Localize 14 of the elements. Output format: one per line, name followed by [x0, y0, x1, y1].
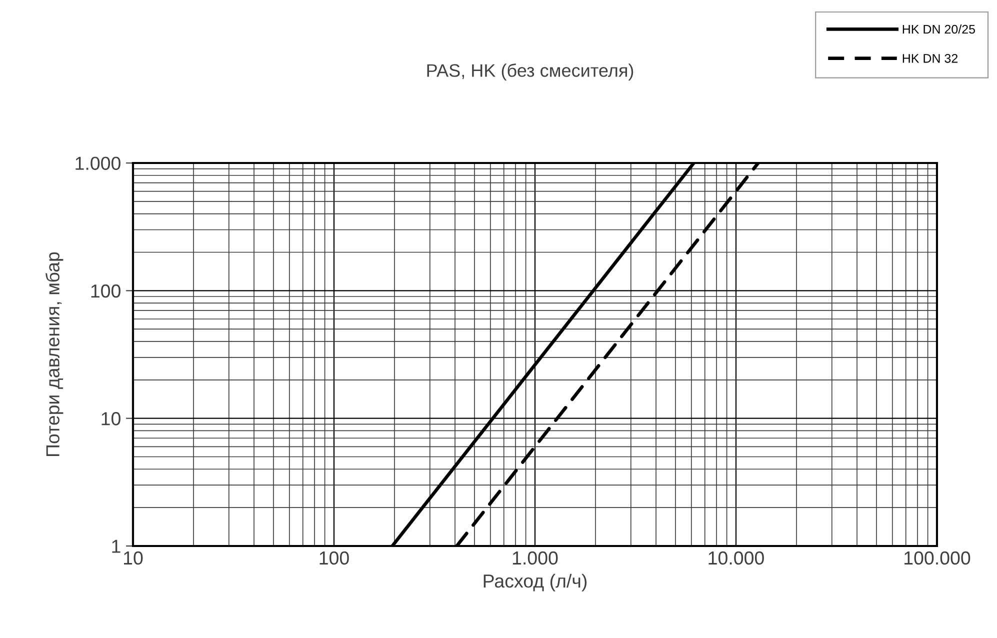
y-tick-label: 10	[102, 412, 120, 426]
x-tick-label: 1.000	[512, 551, 558, 565]
chart-title: PAS, HK (без смесителя)	[427, 64, 634, 80]
x-tick-label: 10	[124, 551, 143, 565]
y-tick-label: 100	[91, 284, 120, 298]
y-tick-label: 1	[112, 540, 120, 553]
text: HK DN 20/25	[902, 24, 975, 34]
x-tick-label: 100	[320, 551, 349, 565]
x-tick-label: 100.000	[904, 551, 970, 565]
y-axis-title: Потери давления, мбар	[46, 252, 64, 456]
x-axis-title: Расход (л/ч)	[484, 574, 587, 592]
y-tick-label: 1.000	[76, 156, 120, 170]
x-tick-label: 10.000	[708, 551, 764, 565]
text: HK DN 32	[902, 54, 958, 63]
